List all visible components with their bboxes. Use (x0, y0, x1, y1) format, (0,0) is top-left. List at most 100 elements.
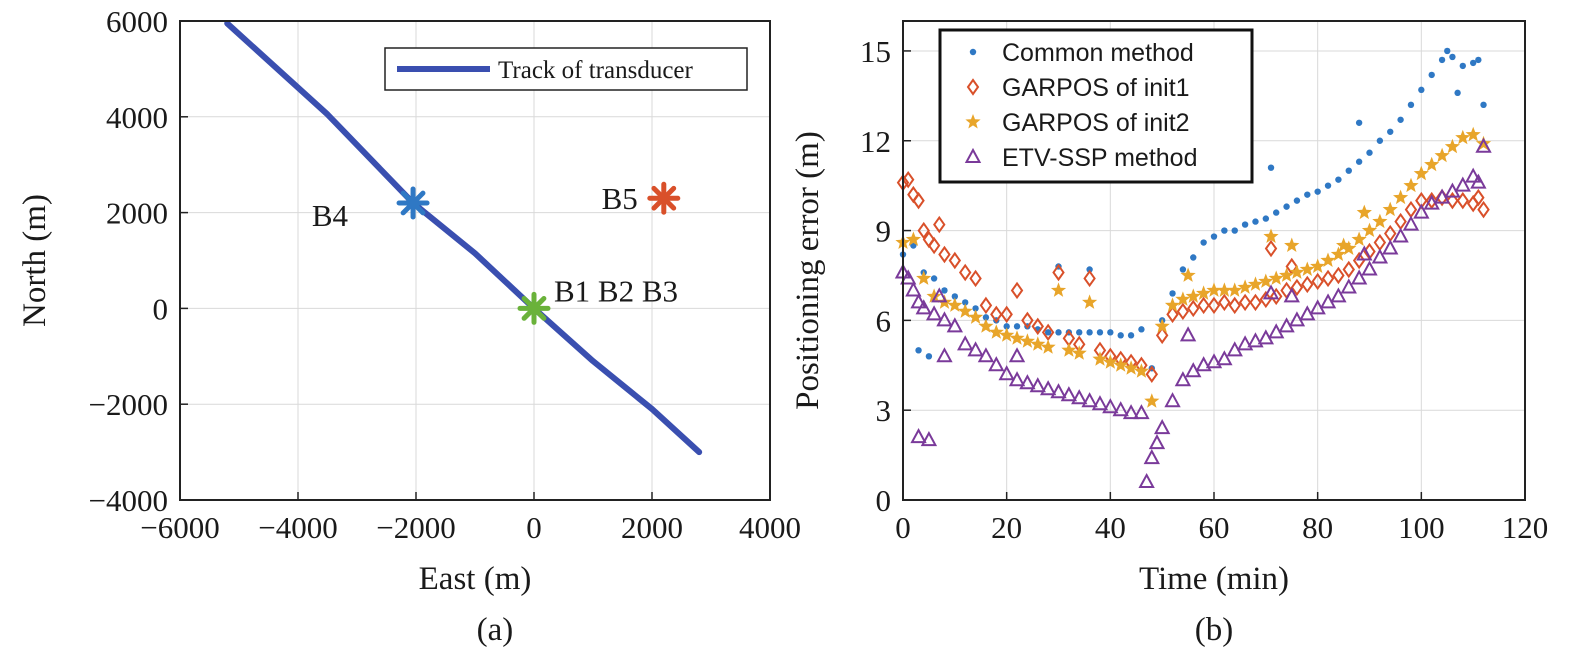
data-point-triangle (1356, 245, 1373, 261)
data-point-triangle (1454, 176, 1471, 192)
data-point-dot (951, 293, 959, 300)
data-point-star (1455, 129, 1471, 145)
data-point-dot (1179, 266, 1187, 273)
data-point-dot (1314, 188, 1321, 195)
panel-a-x-tick-label: 4000 (739, 510, 801, 545)
panel-a-y-tick-label: 0 (153, 291, 169, 326)
panel-b-x-axis-label: Time (min) (1139, 561, 1289, 597)
data-point-triangle (1019, 374, 1036, 390)
track-of-transducer-line (224, 20, 703, 456)
panel-a-legend-entry: Track of transducer (498, 57, 694, 84)
data-point-diamond (1373, 233, 1387, 252)
data-point-triangle (1195, 356, 1212, 372)
data-point-diamond (901, 170, 915, 189)
data-point-star (1144, 393, 1160, 408)
data-point-dot (1127, 332, 1135, 339)
panel-a-frame (179, 20, 771, 501)
data-point-triangle (1039, 380, 1057, 396)
data-point-dot (1335, 176, 1342, 183)
panel-a-tick-labels: −6000 −4000 −2000 0 2000 4000−4000−2000020004… (89, 4, 801, 545)
data-point-triangle (910, 293, 927, 309)
data-point-triangle (1008, 371, 1026, 387)
data-point-triangle (1153, 419, 1171, 435)
data-point-dot (1418, 86, 1425, 94)
panel-a-series (224, 20, 703, 456)
panel-a-caption: (a) (477, 612, 514, 648)
data-point-triangle (1382, 239, 1399, 255)
data-point-star (1279, 267, 1295, 282)
data-point-star (1284, 237, 1300, 252)
panel-a-x-tick-label: 2000 (621, 510, 683, 545)
data-point-star (978, 318, 994, 333)
panel-a-y-tick-label: 4000 (106, 100, 168, 135)
beacon-marker-1 (647, 181, 681, 215)
data-point-star (916, 270, 932, 285)
data-point-triangle (998, 365, 1015, 381)
panel-b-frame (902, 20, 1526, 501)
legend-entry-0: Common method (1002, 39, 1194, 67)
legend-entry-3: ETV-SSP method (1002, 144, 1197, 172)
data-point-triangle (1112, 401, 1129, 417)
data-point-star (1237, 279, 1253, 294)
data-point-triangle (946, 317, 964, 333)
data-point-triangle (920, 431, 938, 447)
panel-a-x-axis-label: East (m) (419, 561, 532, 597)
data-point-star (1475, 135, 1492, 151)
data-point-triangle (1216, 350, 1233, 366)
data-point-star (1040, 339, 1056, 354)
data-point-triangle (1361, 260, 1378, 276)
data-point-diamond (933, 215, 946, 234)
data-point-dot (1013, 323, 1021, 330)
data-point-diamond (1456, 191, 1470, 210)
data-point-dot (1469, 59, 1477, 67)
data-point-dot (1190, 254, 1197, 261)
panel-b-tick-labels: 0 20 40 60 80 100 120 0 3 6 9 12 15 (860, 34, 1548, 545)
series-dot (899, 47, 1487, 372)
data-point-triangle (1340, 278, 1357, 294)
data-point-dot (1407, 101, 1415, 109)
panel-a-y-tick-label: −2000 (89, 387, 168, 422)
data-point-triangle (931, 287, 948, 303)
panel-b-x-tick-label: 20 (991, 510, 1022, 545)
data-point-dot (1387, 128, 1394, 135)
data-point-dot (972, 305, 979, 312)
data-point-diamond (917, 221, 930, 240)
data-point-diamond (1249, 293, 1262, 312)
data-point-diamond (1083, 269, 1096, 288)
data-point-dot (1231, 227, 1238, 234)
panel-b-x-tick-label: 120 (1502, 510, 1549, 545)
legend-swatch-dot (969, 48, 977, 56)
data-point-triangle (1029, 377, 1046, 393)
panel-a-x-tick-label: −6000 (140, 510, 219, 545)
panel-b-legend-box (938, 28, 1254, 184)
data-point-star (1164, 297, 1181, 312)
data-point-star (1351, 231, 1367, 246)
data-point-dot (1397, 116, 1404, 123)
data-point-diamond (1197, 296, 1210, 315)
beacon-label-1: B5 (602, 181, 638, 216)
panel-a-y-axis-label: North (m) (17, 194, 53, 327)
data-point-dot (1438, 56, 1446, 64)
data-point-dot (1304, 191, 1311, 198)
data-point-star (1196, 285, 1212, 300)
data-point-diamond (990, 305, 1003, 324)
data-point-star (1154, 318, 1170, 333)
data-point-star (1102, 354, 1118, 369)
data-point-triangle (905, 281, 922, 297)
data-point-star (968, 309, 984, 324)
data-point-diamond (1187, 299, 1200, 318)
data-point-diamond (979, 296, 993, 315)
data-point-dot (1096, 329, 1104, 336)
panel-a-legend: Track of transducer (384, 47, 748, 91)
series-triangle (894, 137, 1492, 489)
data-point-dot (941, 287, 948, 294)
data-point-dot (1262, 215, 1270, 222)
data-point-dot (1221, 227, 1228, 234)
panel-b-y-tick-label: 3 (876, 393, 892, 428)
beacon-label-0: B4 (312, 198, 349, 233)
data-point-diamond (969, 269, 982, 288)
data-point-star (1071, 345, 1087, 360)
data-point-diamond (1145, 365, 1159, 383)
